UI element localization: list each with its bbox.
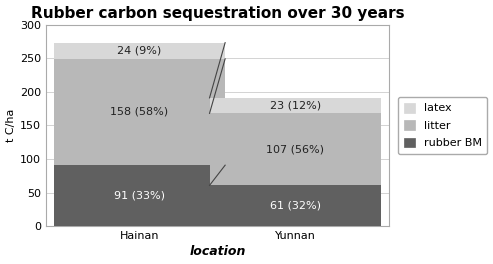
Text: 91 (33%): 91 (33%)	[114, 191, 165, 201]
Text: 23 (12%): 23 (12%)	[270, 101, 321, 111]
Bar	[210, 185, 381, 227]
Title: Rubber carbon sequestration over 30 years: Rubber carbon sequestration over 30 year…	[31, 6, 404, 21]
Text: 107 (56%): 107 (56%)	[266, 144, 324, 154]
Bar	[54, 43, 225, 59]
Bar	[54, 165, 225, 227]
Bar	[210, 113, 381, 185]
X-axis label: location: location	[189, 246, 246, 258]
Text: 24 (9%): 24 (9%)	[117, 46, 161, 56]
Text: 158 (58%): 158 (58%)	[110, 107, 169, 117]
Bar	[210, 98, 381, 113]
Text: 61 (32%): 61 (32%)	[270, 201, 321, 211]
Y-axis label: t C/ha: t C/ha	[5, 109, 16, 142]
Bar	[54, 59, 225, 165]
Legend: latex, litter, rubber BM: latex, litter, rubber BM	[398, 97, 487, 154]
